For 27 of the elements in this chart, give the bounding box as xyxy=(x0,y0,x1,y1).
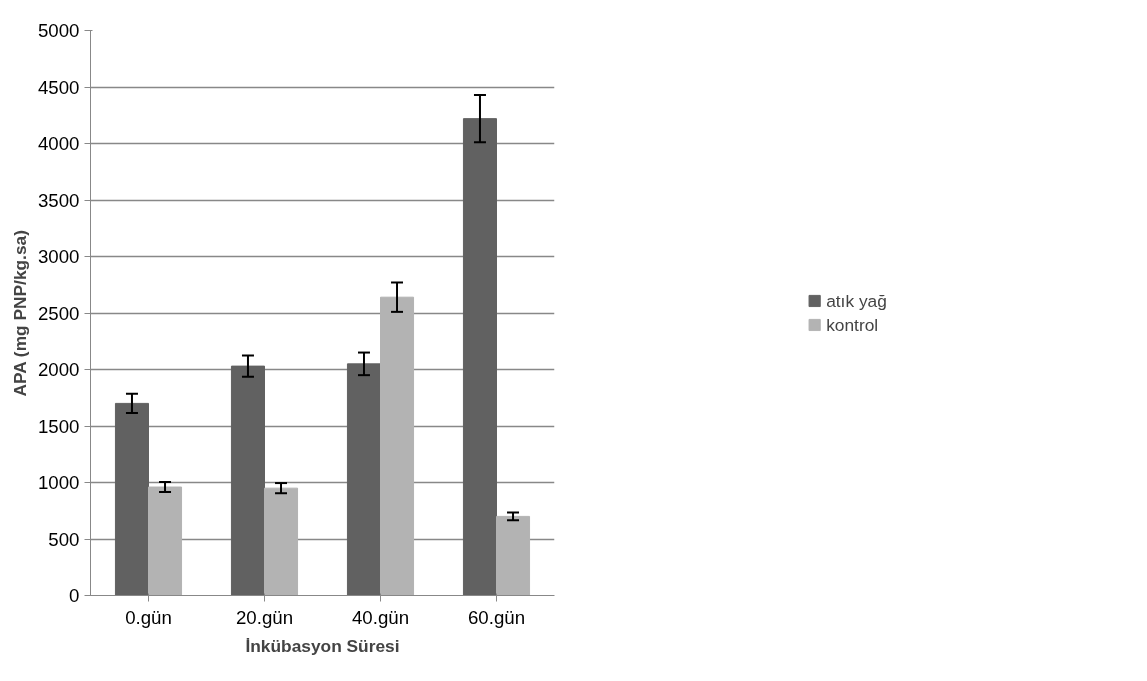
x-tick-label: 0.gün xyxy=(125,606,172,628)
y-tick-label: 4000 xyxy=(38,133,80,154)
bar xyxy=(114,402,149,596)
bar xyxy=(380,296,415,596)
legend-label: atık yağ xyxy=(826,290,887,311)
bar xyxy=(496,515,531,596)
y-tick-label: 4500 xyxy=(38,76,80,98)
y-tick-label: 1000 xyxy=(38,472,80,493)
y-tick-label: 500 xyxy=(48,528,80,550)
legend-label: kontrol xyxy=(826,314,879,335)
bar xyxy=(462,118,497,596)
bar xyxy=(148,486,183,596)
x-axis-title: İnkübasyon Süresi xyxy=(245,635,400,656)
x-tick-label: 20.gün xyxy=(235,606,294,628)
bar xyxy=(230,365,265,596)
y-tick-label: 0 xyxy=(69,585,80,606)
y-tick-label: 3500 xyxy=(38,189,80,211)
y-axis-title: APA (mg PNP/kg.sa) xyxy=(10,230,30,397)
y-tick-label: 5000 xyxy=(38,20,80,41)
bar xyxy=(346,363,381,596)
y-tick-label: 1500 xyxy=(38,415,80,437)
x-tick-label: 60.gün xyxy=(467,606,526,628)
y-tick-label: 3000 xyxy=(38,246,80,267)
bar xyxy=(264,487,299,596)
x-tick-label: 40.gün xyxy=(351,606,410,628)
y-tick-label: 2000 xyxy=(38,359,80,380)
y-tick-label: 2500 xyxy=(38,302,80,324)
